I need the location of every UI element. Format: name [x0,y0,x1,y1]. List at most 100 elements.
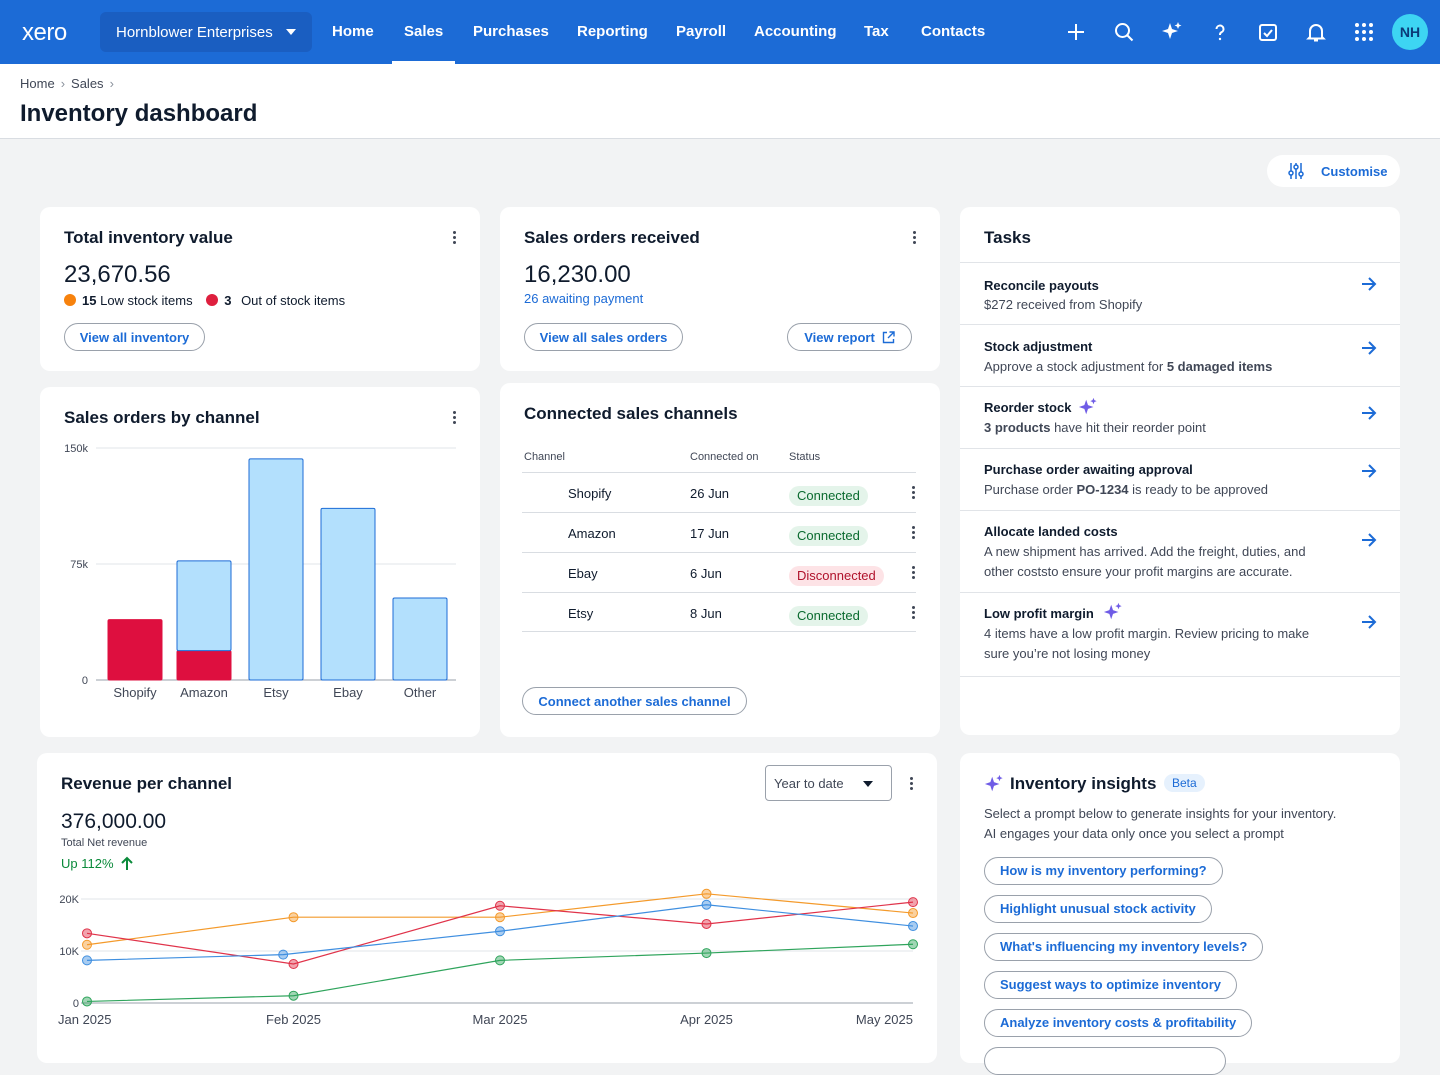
tasks-icon[interactable] [1252,16,1284,48]
more-options-icon[interactable] [913,231,917,247]
data-point[interactable] [908,908,918,919]
data-point[interactable] [288,912,299,923]
task-allocate-landed-costs[interactable]: Allocate landed costs A new shipment has… [960,510,1400,592]
help-icon[interactable] [1204,16,1236,48]
nav-tax[interactable]: Tax [864,23,889,40]
bar[interactable] [176,650,232,681]
task-title: Reconcile payouts [984,278,1099,293]
organisation-name: Hornblower Enterprises [116,23,273,41]
task-description: 3 products have hit their reorder point [984,418,1324,438]
task-reconcile-payouts[interactable]: Reconcile payouts $272 received from Sho… [960,262,1400,324]
prompt-unusual-stock-activity[interactable]: Highlight unusual stock activity [984,895,1212,923]
task-title: Allocate landed costs [984,524,1118,539]
nav-accounting[interactable]: Accounting [754,23,837,40]
arrow-right-icon[interactable] [1360,462,1378,480]
row-more-options-icon[interactable] [912,526,916,542]
arrow-right-icon[interactable] [1360,531,1378,549]
data-point[interactable] [701,888,712,899]
view-all-inventory-button[interactable]: View all inventory [64,323,205,351]
bar[interactable] [392,597,448,681]
inventory-value-amount: 23,670.56 [64,261,171,288]
arrow-right-icon[interactable] [1360,275,1378,293]
nav-contacts[interactable]: Contacts [921,23,986,40]
plus-icon[interactable] [1060,16,1092,48]
bar[interactable] [176,560,232,652]
breadcrumb-home[interactable]: Home [20,76,55,91]
data-point[interactable] [495,900,505,911]
task-purchase-order-approval[interactable]: Purchase order awaiting approval Purchas… [960,448,1400,510]
table-row[interactable]: Etsy 8 Jun Connected [522,592,916,632]
data-point[interactable] [908,939,918,950]
bar[interactable] [107,619,163,681]
nav-reporting[interactable]: Reporting [577,23,648,40]
data-point[interactable] [908,897,918,908]
channel-name: Amazon [568,526,616,541]
more-options-icon[interactable] [910,777,914,793]
nav-purchases[interactable]: Purchases [473,23,549,40]
data-point[interactable] [701,918,712,929]
row-more-options-icon[interactable] [912,606,916,622]
more-options-icon[interactable] [453,411,457,427]
data-point[interactable] [82,955,92,966]
arrow-right-icon[interactable] [1360,404,1378,422]
data-point[interactable] [288,990,299,1001]
avatar[interactable]: NH [1392,14,1428,50]
view-all-sales-orders-button[interactable]: View all sales orders [524,323,683,351]
search-icon[interactable] [1108,16,1140,48]
sparkle-icon[interactable] [1156,16,1188,48]
prompt-costs-profitability[interactable]: Analyze inventory costs & profitability [984,1009,1253,1037]
out-stock-dot [206,294,219,306]
x-tick-label: May 2025 [856,1012,913,1027]
connect-channel-button[interactable]: Connect another sales channel [522,687,747,715]
xero-logo[interactable]: xero [22,19,67,46]
prompt-inventory-levels[interactable]: What's influencing my inventory levels? [984,933,1264,961]
task-description: 4 items have a low profit margin. Review… [984,626,1310,661]
customise-button[interactable]: Customise [1267,155,1400,187]
inventory-insights-card: Inventory insights Beta Select a prompt … [960,753,1400,1075]
organisation-switcher[interactable]: Hornblower Enterprises [100,12,312,52]
period-select[interactable]: Year to date [765,765,892,801]
card-title: Revenue per channel [61,774,233,793]
sales-orders-by-channel-card: Sales orders by channel 0 75k 150k Shopify A… [40,387,480,737]
task-stock-adjustment[interactable]: Stock adjustment Approve a stock adjustm… [960,324,1400,386]
nav-sales[interactable]: Sales [391,0,456,64]
row-more-options-icon[interactable] [912,486,916,502]
bar[interactable] [248,458,304,681]
task-description: Approve a stock adjustment for 5 damaged… [984,357,1324,377]
nav-home[interactable]: Home [332,23,374,40]
data-point[interactable] [701,948,712,959]
data-point[interactable] [82,928,92,939]
out-stock-label: Out of stock items [241,293,346,308]
prompt-partial[interactable] [984,1047,1226,1075]
prompt-optimize-inventory[interactable]: Suggest ways to optimize inventory [984,971,1238,999]
breadcrumb: Home › Sales › [20,76,120,91]
data-point[interactable] [278,949,289,960]
data-point[interactable] [908,921,918,932]
row-more-options-icon[interactable] [912,566,916,582]
bar[interactable] [320,507,376,681]
awaiting-payment-link[interactable]: 26 awaiting payment [524,291,644,306]
more-options-icon[interactable] [453,231,457,247]
bell-icon[interactable] [1300,16,1332,48]
data-point[interactable] [701,899,712,910]
nav-payroll[interactable]: Payroll [676,23,727,40]
arrow-right-icon[interactable] [1360,613,1378,631]
data-point[interactable] [495,955,505,966]
data-point[interactable] [82,939,92,950]
task-reorder-stock[interactable]: Reorder stock 3 products have hit their … [960,386,1400,448]
arrow-right-icon[interactable] [1360,339,1378,357]
apps-grid-icon[interactable] [1348,16,1380,48]
prompt-inventory-performing[interactable]: How is my inventory performing? [984,857,1223,885]
table-row[interactable]: Amazon 17 Jun Connected [522,512,916,552]
table-row[interactable]: Ebay 6 Jun Disconnected [522,552,916,592]
chevron-down-icon [863,781,873,787]
data-point[interactable] [495,912,505,923]
data-point[interactable] [288,959,299,969]
data-point[interactable] [82,996,92,1007]
view-report-button[interactable]: View report [787,323,912,351]
data-point[interactable] [495,926,505,937]
task-title: Stock adjustment [984,339,1093,354]
task-low-profit-margin[interactable]: Low profit margin 4 items have a low pro… [960,592,1400,677]
breadcrumb-sales[interactable]: Sales [71,76,104,91]
table-row[interactable]: Shopify 26 Jun Connected [522,472,916,512]
